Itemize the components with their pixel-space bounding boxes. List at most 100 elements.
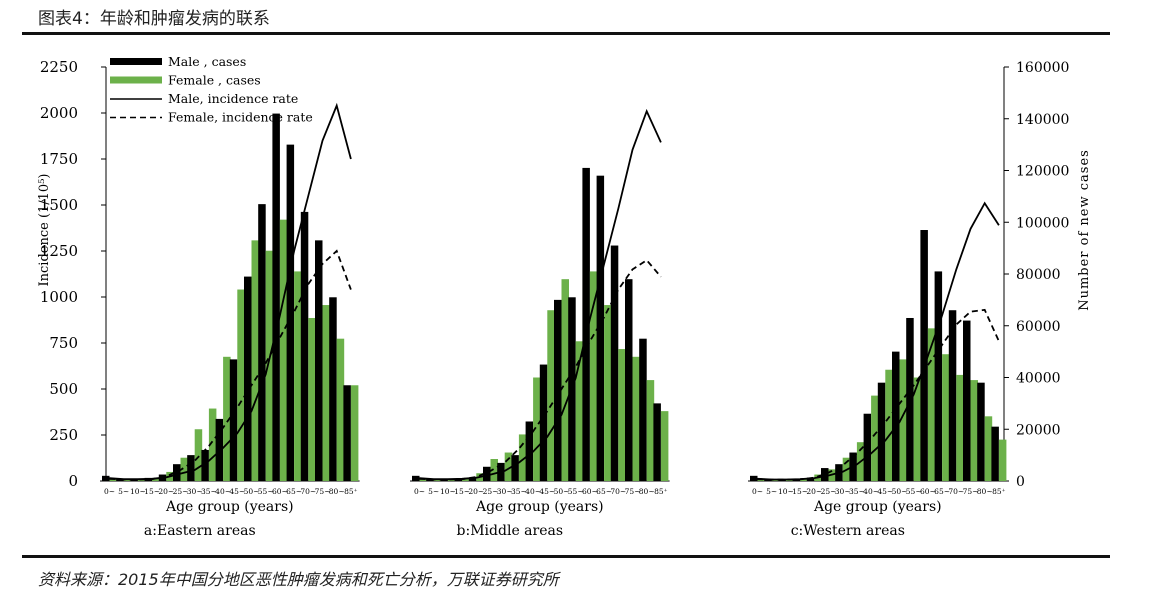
panel-2-female-bar: [604, 305, 612, 481]
left-tick-label: 500: [49, 380, 78, 398]
panel-2-male-bar: [554, 299, 562, 481]
panel-2-label: b:Middle areas: [457, 523, 563, 539]
panel-1-female-bar: [208, 408, 217, 481]
rate-lines-layer: [109, 102, 1000, 481]
panel-2-category-label: 15~: [454, 487, 470, 496]
legend: Male , cases Female , cases Male, incidenc…: [110, 54, 313, 125]
panel-1-male-bar: [215, 418, 224, 481]
panel-3-male-bar: [806, 477, 815, 481]
panel-2-female-bar: [646, 380, 655, 481]
panel-3-male-bar: [920, 230, 928, 481]
panel-3-category-label: 60~: [920, 487, 936, 496]
panel-1-male-bar: [286, 144, 295, 481]
panel-1-category-label: 20~: [158, 487, 174, 496]
panel-1-category-label: 10~: [130, 487, 146, 496]
panel-3-category-label: 30~: [835, 487, 851, 496]
panel-2-male-bar: [610, 245, 619, 481]
panel-3-female-bar: [998, 439, 1007, 481]
panel-3-female-rate-line: [757, 308, 1000, 481]
panel-3-male-bar: [948, 310, 957, 481]
panel-1-male-bar: [102, 475, 110, 481]
panel-1-male-bar: [229, 359, 238, 481]
panel-3-category-label: 15~: [792, 487, 808, 496]
panel-2-category-label: 50~: [554, 487, 570, 496]
panel-2-male-bar: [468, 477, 477, 481]
panel-1-category-label: 25~: [173, 487, 189, 496]
panel-1-category-label: 50~: [244, 487, 260, 496]
panel-2-male-bar: [582, 167, 590, 481]
panel-3-male-bar: [963, 320, 971, 481]
panel-1-female-bar: [223, 356, 231, 481]
panel-1-female-bar: [251, 240, 259, 481]
panel-3-female-bar: [885, 369, 893, 481]
right-tick-label: 60000: [1016, 319, 1061, 335]
panel-3-male-bar: [991, 426, 999, 481]
panel-2-female-bar: [660, 411, 669, 481]
panel-3-female-bar: [956, 374, 964, 481]
panel-3-category-label: 20~: [806, 487, 822, 496]
panel-3-female-bar: [913, 377, 922, 481]
right-tick-label: 40000: [1016, 371, 1061, 387]
panel-3-category-label: 55~: [906, 487, 922, 496]
panel-3-category-label: 40~: [863, 487, 879, 496]
panel-3-x-axis-title: Age group (years): [813, 499, 942, 515]
panel-1-male-bar: [201, 449, 209, 481]
left-tick-label: 2000: [40, 104, 78, 122]
panel-1-category-label: 55~: [258, 487, 274, 496]
panel-2-category-label: 30~: [497, 487, 513, 496]
left-axis-title: Incidence (1/10⁵): [37, 174, 52, 287]
panel-2-category-label: 75~: [625, 487, 641, 496]
panel-2-male-bar: [639, 338, 647, 481]
left-tick-label: 1500: [40, 196, 78, 214]
legend-label: Male, incidence rate: [168, 91, 298, 106]
panel-3-category-label: 85⁺: [992, 487, 1006, 496]
panel-1-male-bar: [244, 276, 252, 481]
left-tick-label: 750: [49, 334, 78, 352]
panel-1-female-rate-line: [109, 249, 352, 481]
panel-2-category-label: 55~: [568, 487, 584, 496]
top-rule: [22, 32, 1110, 35]
panel-1-category-label: 35~: [201, 487, 217, 496]
panel-2-category-label: 0~: [414, 487, 425, 496]
panel-2-female-bar: [504, 452, 513, 481]
panel-1-male-bar: [343, 385, 351, 481]
panel-1-category-label: 45~: [229, 487, 245, 496]
panel-1-label: a:Eastern areas: [144, 523, 256, 539]
panel-1-female-bar: [322, 305, 330, 481]
bars-layer: [102, 113, 1007, 482]
panel-1-female-bar: [180, 457, 188, 481]
source-note: 资料来源：2015年中国分地区恶性肿瘤发病和死亡分析，万联证券研究所: [38, 570, 559, 589]
panel-2-male-bar: [454, 478, 463, 481]
right-axis-title: Number of new cases: [1077, 149, 1092, 311]
panel-3-category-label: 5~: [766, 487, 777, 496]
panel-3-category-label: 10~: [778, 487, 794, 496]
right-tick-label: 140000: [1016, 112, 1069, 128]
panel-1-x-axis-title: Age group (years): [165, 499, 294, 515]
right-tick-label: 160000: [1016, 60, 1069, 76]
panel-1-category-label: 15~: [144, 487, 160, 496]
panel-3-male-bar: [892, 351, 900, 481]
panel-1-category-label: 75~: [315, 487, 331, 496]
left-tick-label: 0: [68, 472, 78, 490]
panel-3-male-bar: [863, 413, 872, 481]
panel-1-female-bar: [237, 289, 245, 481]
bottom-rule: [22, 555, 1110, 558]
panel-2-category-label: 45~: [539, 487, 555, 496]
panel-2-female-bar: [490, 459, 498, 481]
panel-3-female-bar: [899, 359, 907, 481]
panel-3-female-bar: [984, 416, 993, 481]
panel-3-female-bar: [970, 380, 978, 481]
panel-1-category-label: 65~: [286, 487, 302, 496]
panel-2-male-bar: [483, 466, 491, 481]
panel-2-category-label: 70~: [610, 487, 626, 496]
panel-2-x-axis-title: Age group (years): [475, 499, 604, 515]
panel-2-female-rate-line: [419, 259, 662, 481]
panel-2-female-bar: [533, 377, 541, 481]
panel-2-category-label: 65~: [596, 487, 612, 496]
left-tick-label: 1250: [40, 242, 78, 260]
legend-label: Female , cases: [168, 73, 261, 88]
panel-2-category-label: 5~: [428, 487, 439, 496]
panel-2-female-bar: [575, 341, 584, 481]
panel-3-category-label: 80~: [977, 487, 993, 496]
